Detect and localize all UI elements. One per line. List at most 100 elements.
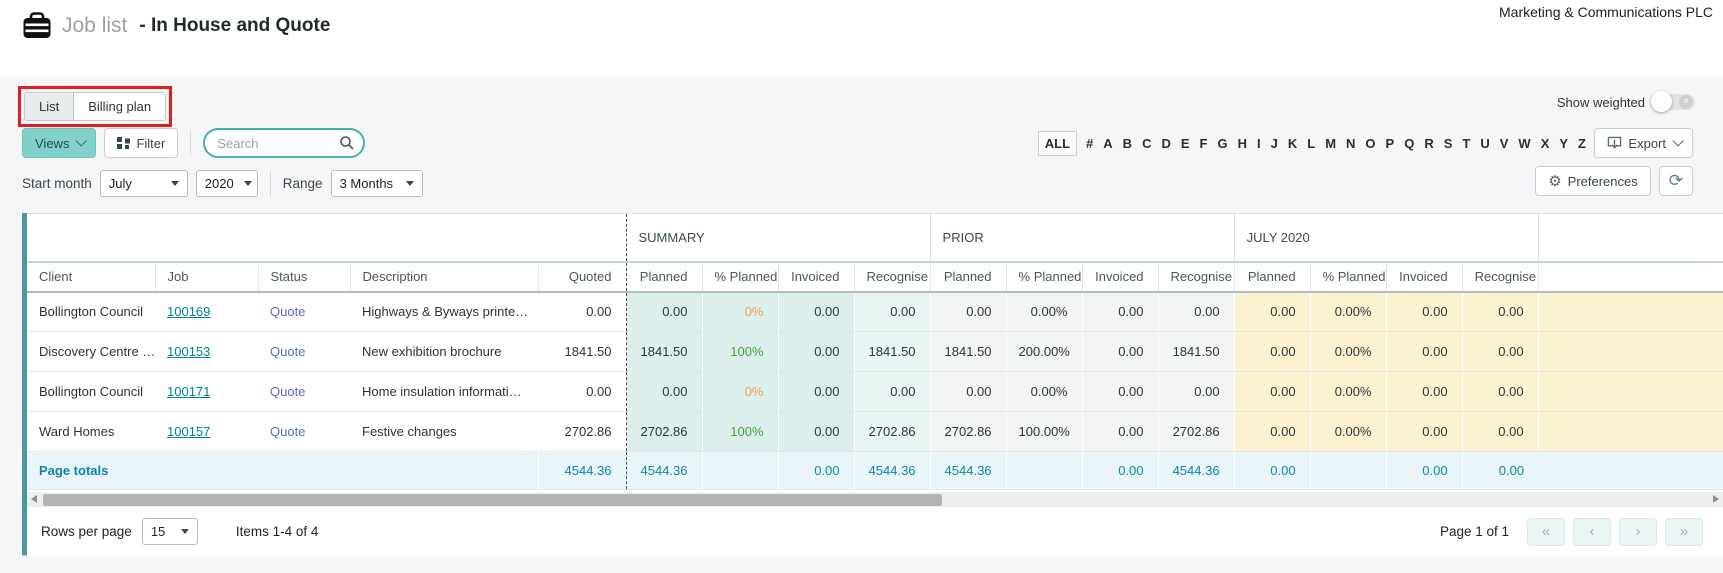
client-cell: Ward Homes xyxy=(27,411,155,452)
alpha-filter-I[interactable]: I xyxy=(1256,136,1261,151)
show-weighted-toggle[interactable]: × xyxy=(1651,91,1695,112)
summary-invoiced-cell: 0.00 xyxy=(777,371,854,412)
col-header-month-planned[interactable]: Planned xyxy=(1233,261,1311,293)
description-cell: New exhibition brochure xyxy=(350,331,538,372)
select-arrow-icon xyxy=(405,181,414,186)
col-header-job[interactable]: Job xyxy=(154,261,258,293)
alpha-filter-G[interactable]: G xyxy=(1217,136,1228,151)
col-header-prior-recognise[interactable]: Recognise xyxy=(1157,261,1235,293)
tab-list[interactable]: List xyxy=(25,93,74,120)
col-header-prior-planned[interactable]: Planned xyxy=(929,261,1007,293)
scrollbar-thumb[interactable] xyxy=(43,493,942,506)
alpha-filter-Q[interactable]: Q xyxy=(1404,136,1415,151)
table-row[interactable]: Bollington Council 100169 Quote Highways… xyxy=(27,291,1723,332)
alpha-filter-#[interactable]: # xyxy=(1086,136,1094,151)
alpha-filter-U[interactable]: U xyxy=(1480,136,1490,151)
month-select[interactable]: July xyxy=(99,170,188,197)
horizontal-scrollbar[interactable] xyxy=(27,492,1723,507)
alpha-filter-P[interactable]: P xyxy=(1385,136,1395,151)
table-row[interactable]: Ward Homes 100157 Quote Festive changes … xyxy=(27,411,1723,452)
totals-month-recognise: 0.00 xyxy=(1462,451,1539,490)
alpha-filter-A[interactable]: A xyxy=(1103,136,1113,151)
status-link[interactable]: Quote xyxy=(270,384,306,399)
show-weighted-control: Show weighted × xyxy=(1557,91,1695,112)
client-cell: Bollington Council xyxy=(27,291,155,332)
col-header-month-recognise[interactable]: Recognise xyxy=(1461,261,1539,293)
scroll-right-icon[interactable] xyxy=(1713,495,1719,503)
status-link[interactable]: Quote xyxy=(270,424,306,439)
refresh-button[interactable]: ⟳ xyxy=(1658,166,1693,196)
col-header-summary-invoiced[interactable]: Invoiced xyxy=(777,261,854,293)
page-title-view: - In House and Quote xyxy=(139,15,331,36)
page-indicator: Page 1 of 1 xyxy=(1439,524,1509,539)
prior-planned-cell: 1841.50 xyxy=(929,331,1007,372)
alpha-filter-E[interactable]: E xyxy=(1180,136,1190,151)
range-select[interactable]: 3 Months xyxy=(330,170,423,197)
alpha-filter-K[interactable]: K xyxy=(1287,136,1298,151)
alpha-filter-Y[interactable]: Y xyxy=(1559,136,1569,151)
alpha-filter-V[interactable]: V xyxy=(1499,136,1509,151)
col-header-status[interactable]: Status xyxy=(257,261,350,293)
col-header-summary-pct-planned[interactable]: % Planned xyxy=(701,261,778,293)
job-link[interactable]: 100153 xyxy=(167,344,211,359)
alpha-filter-Z[interactable]: Z xyxy=(1578,136,1586,151)
alpha-filter-F[interactable]: F xyxy=(1199,136,1208,151)
alpha-filter-J[interactable]: J xyxy=(1270,136,1278,151)
alpha-filter-W[interactable]: W xyxy=(1518,136,1531,151)
month-recognise-cell: 0.00 xyxy=(1461,331,1539,372)
col-header-client[interactable]: Client xyxy=(27,261,155,293)
col-header-summary-planned[interactable]: Planned xyxy=(625,261,702,293)
alpha-filter-ALL[interactable]: ALL xyxy=(1037,131,1078,156)
export-button[interactable]: Export xyxy=(1594,128,1693,158)
table-row[interactable]: Bollington Council 100171 Quote Home ins… xyxy=(27,371,1723,412)
totals-prior-planned: 4544.36 xyxy=(930,451,1007,490)
col-header-quoted[interactable]: Quoted xyxy=(537,261,626,293)
job-link[interactable]: 100157 xyxy=(167,424,211,439)
scroll-left-icon[interactable] xyxy=(31,495,37,503)
next-page-button[interactable]: › xyxy=(1619,517,1657,546)
alpha-filter-M[interactable]: M xyxy=(1325,136,1337,151)
table-row[interactable]: Discovery Centre … 100153 Quote New exhi… xyxy=(27,331,1723,372)
alpha-filter-H[interactable]: H xyxy=(1237,136,1247,151)
summary-invoiced-cell: 0.00 xyxy=(777,411,854,452)
alpha-filter-B[interactable]: B xyxy=(1122,136,1133,151)
alpha-filter-D[interactable]: D xyxy=(1161,136,1171,151)
month-select-value: July xyxy=(108,176,132,191)
col-header-summary-recognise[interactable]: Recognise xyxy=(853,261,931,293)
col-header-month-pct-planned[interactable]: % Planned xyxy=(1309,261,1387,293)
year-select[interactable]: 2020 xyxy=(195,170,258,197)
col-header-description[interactable]: Description xyxy=(349,261,538,293)
alpha-filter-C[interactable]: C xyxy=(1142,136,1152,151)
search-input[interactable] xyxy=(203,128,366,158)
toggle-knob[interactable] xyxy=(1651,91,1672,112)
preferences-button[interactable]: ⚙ Preferences xyxy=(1535,166,1651,196)
alpha-filter-O[interactable]: O xyxy=(1365,136,1376,151)
totals-quoted: 4544.36 xyxy=(538,451,626,490)
alpha-filter-T[interactable]: T xyxy=(1462,136,1471,151)
company-name: Marketing & Communications PLC xyxy=(1499,4,1713,20)
job-link[interactable]: 100169 xyxy=(167,304,211,320)
alpha-filter-S[interactable]: S xyxy=(1443,136,1453,151)
job-link[interactable]: 100171 xyxy=(167,384,211,399)
group-header-summary: SUMMARY xyxy=(625,213,931,263)
alpha-filter-L[interactable]: L xyxy=(1307,136,1316,151)
alpha-filter-X[interactable]: X xyxy=(1540,136,1550,151)
toolbar-divider xyxy=(190,131,192,155)
views-button[interactable]: Views xyxy=(22,128,97,158)
last-page-button[interactable]: » xyxy=(1665,517,1703,546)
status-link[interactable]: Quote xyxy=(270,344,306,359)
filter-button[interactable]: Filter xyxy=(104,128,179,158)
col-header-prior-invoiced[interactable]: Invoiced xyxy=(1081,261,1159,293)
description-cell: Home insulation informati… xyxy=(350,371,538,412)
prior-planned-cell: 0.00 xyxy=(929,291,1007,332)
prev-page-button[interactable]: ‹ xyxy=(1573,517,1611,546)
rows-per-page-select[interactable]: 15 xyxy=(141,518,198,545)
alpha-filter-N[interactable]: N xyxy=(1346,136,1356,151)
tab-billing-plan[interactable]: Billing plan xyxy=(74,93,166,120)
status-link[interactable]: Quote xyxy=(270,304,306,320)
summary-planned-cell: 1841.50 xyxy=(625,331,702,372)
col-header-prior-pct-planned[interactable]: % Planned xyxy=(1005,261,1083,293)
first-page-button[interactable]: « xyxy=(1527,517,1565,546)
alpha-filter-R[interactable]: R xyxy=(1424,136,1434,151)
col-header-month-invoiced[interactable]: Invoiced xyxy=(1385,261,1463,293)
